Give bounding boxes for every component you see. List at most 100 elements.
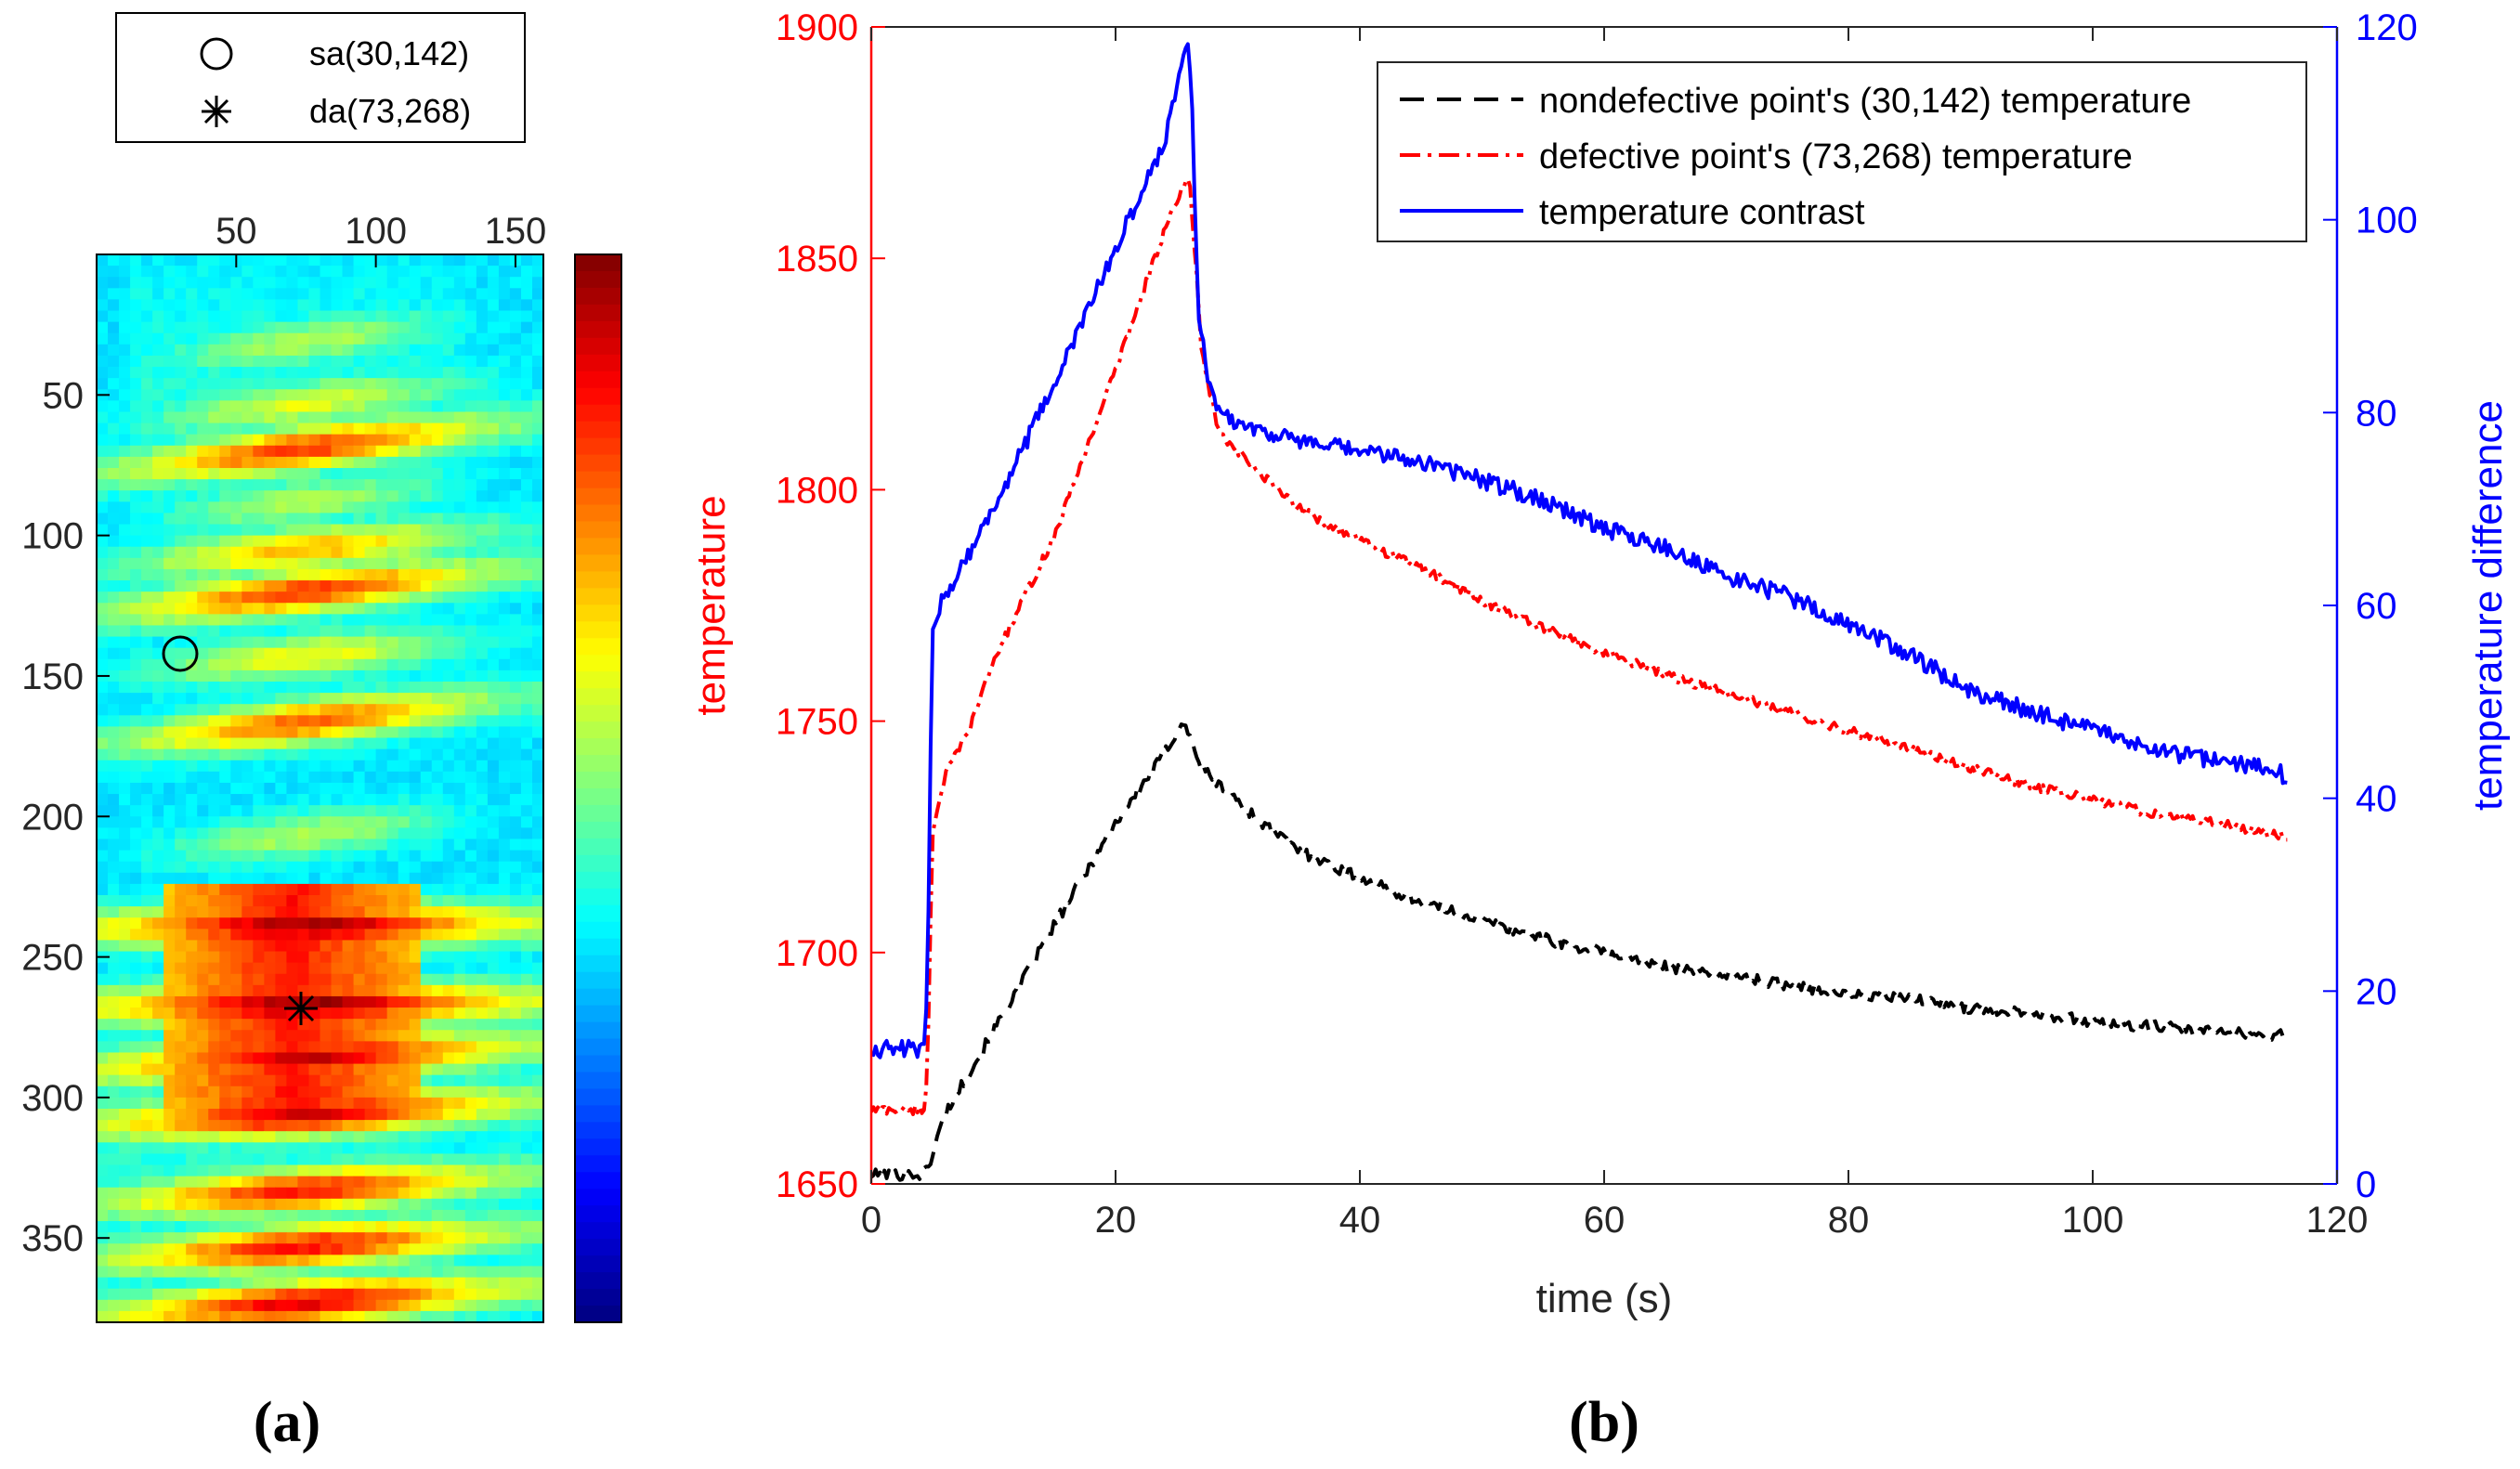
heatmap-cell xyxy=(342,682,355,694)
heatmap-cell xyxy=(320,861,333,874)
heatmap-cell xyxy=(375,603,388,615)
heatmap-cell xyxy=(141,861,153,874)
heatmap-cell xyxy=(219,1299,231,1312)
heatmap-cell xyxy=(242,288,254,301)
colorbar-segment xyxy=(575,821,621,839)
heatmap-cell xyxy=(409,378,422,390)
heatmap-cell xyxy=(398,1243,411,1255)
heatmap-cell xyxy=(242,670,254,682)
heatmap-cell xyxy=(308,647,321,660)
heatmap-cell xyxy=(175,1164,187,1177)
heatmap-cell xyxy=(409,445,422,458)
heatmap-cell xyxy=(398,468,411,480)
heatmap-cell xyxy=(464,636,477,649)
heatmap-cell xyxy=(230,906,242,918)
heatmap-cell xyxy=(498,321,511,334)
heatmap-cell xyxy=(386,266,399,278)
heatmap-cell xyxy=(386,816,399,828)
heatmap-cell xyxy=(219,411,231,424)
heatmap-cell xyxy=(487,794,500,806)
heatmap-cell xyxy=(487,344,500,357)
heatmap-cell xyxy=(420,748,433,761)
heatmap-cell xyxy=(531,1041,543,1054)
heatmap-cell xyxy=(253,1232,265,1244)
heatmap-cell xyxy=(163,479,176,491)
heatmap-cell xyxy=(386,1109,399,1121)
heatmap-cell xyxy=(320,1063,333,1076)
heatmap-cell xyxy=(464,670,477,682)
heatmap-cell xyxy=(197,1019,209,1031)
heatmap-cell xyxy=(275,658,288,671)
heatmap-cell xyxy=(476,468,489,480)
heatmap-cell xyxy=(375,422,388,436)
heatmap-cell xyxy=(230,546,242,559)
heatmap-cell xyxy=(130,332,142,345)
heatmap-cell xyxy=(130,1288,142,1301)
heatmap-cell xyxy=(431,670,444,682)
heatmap-cell xyxy=(264,715,277,728)
heatmap-cell xyxy=(476,557,489,570)
heatmap-cell xyxy=(353,1120,366,1132)
heatmap-cell xyxy=(431,771,444,784)
heatmap-cell xyxy=(453,929,466,942)
heatmap-cell xyxy=(308,557,321,570)
heatmap-cell xyxy=(308,434,321,447)
heatmap-cell xyxy=(331,1254,344,1268)
heatmap-cell xyxy=(464,1310,477,1322)
heatmap-cell xyxy=(375,625,388,638)
colorbar-frame xyxy=(574,254,622,1323)
colorbar-segment xyxy=(575,1072,621,1090)
heatmap-cell xyxy=(208,647,220,660)
heatmap-cell xyxy=(442,794,455,806)
heatmap-cell xyxy=(375,332,388,345)
heatmap-cell xyxy=(498,445,511,458)
heatmap-cell xyxy=(242,321,254,334)
heatmap-cell xyxy=(442,254,455,266)
heatmap-cell xyxy=(498,434,511,447)
heatmap-cell xyxy=(487,1008,500,1020)
heatmap-cell xyxy=(163,1266,176,1279)
heatmap-cell xyxy=(141,254,153,266)
heatmap-cell xyxy=(152,883,164,896)
heatmap-cell xyxy=(286,422,299,436)
heatmap-cell xyxy=(442,704,455,716)
heatmap-cell xyxy=(487,1142,500,1155)
heatmap-cell xyxy=(487,625,500,638)
heatmap-cell xyxy=(509,794,522,806)
heatmap-cell xyxy=(242,816,254,828)
heatmap-cell xyxy=(275,1299,288,1312)
heatmap-cell xyxy=(364,625,377,638)
heatmap-cell xyxy=(398,895,411,907)
heatmap-cell xyxy=(386,513,399,526)
heatmap-cell xyxy=(364,1266,377,1279)
heatmap-cell xyxy=(420,838,433,852)
heatmap-cell xyxy=(286,1288,299,1301)
heatmap-cell xyxy=(108,557,120,570)
heatmap-cell xyxy=(464,411,477,424)
heatmap-cell xyxy=(253,411,265,424)
heatmap-cell xyxy=(230,973,242,986)
right-y-tick-label: 20 xyxy=(2356,971,2397,1012)
heatmap-cell xyxy=(353,636,366,649)
heatmap-cell xyxy=(431,400,444,413)
heatmap-cell xyxy=(175,266,187,278)
heatmap-cell xyxy=(375,411,388,424)
heatmap-cell xyxy=(242,490,254,502)
heatmap-cell xyxy=(476,1074,489,1087)
heatmap-cell xyxy=(108,1030,120,1042)
heatmap-cell xyxy=(97,434,109,447)
heatmap-cell xyxy=(531,906,543,918)
heatmap-cell xyxy=(297,1299,310,1312)
heatmap-cell xyxy=(253,805,265,817)
heatmap-cell xyxy=(152,277,164,289)
heatmap-cell xyxy=(175,693,187,705)
heatmap-cell xyxy=(364,670,377,682)
heatmap-cell xyxy=(476,1209,489,1222)
heatmap-cell xyxy=(453,1142,466,1155)
heatmap-cell xyxy=(141,456,153,469)
heatmap-cell xyxy=(331,1153,344,1166)
heatmap-cell xyxy=(398,557,411,570)
heatmap-cell xyxy=(297,647,310,660)
heatmap-cell xyxy=(119,1086,131,1098)
heatmap-cell xyxy=(230,1164,242,1177)
